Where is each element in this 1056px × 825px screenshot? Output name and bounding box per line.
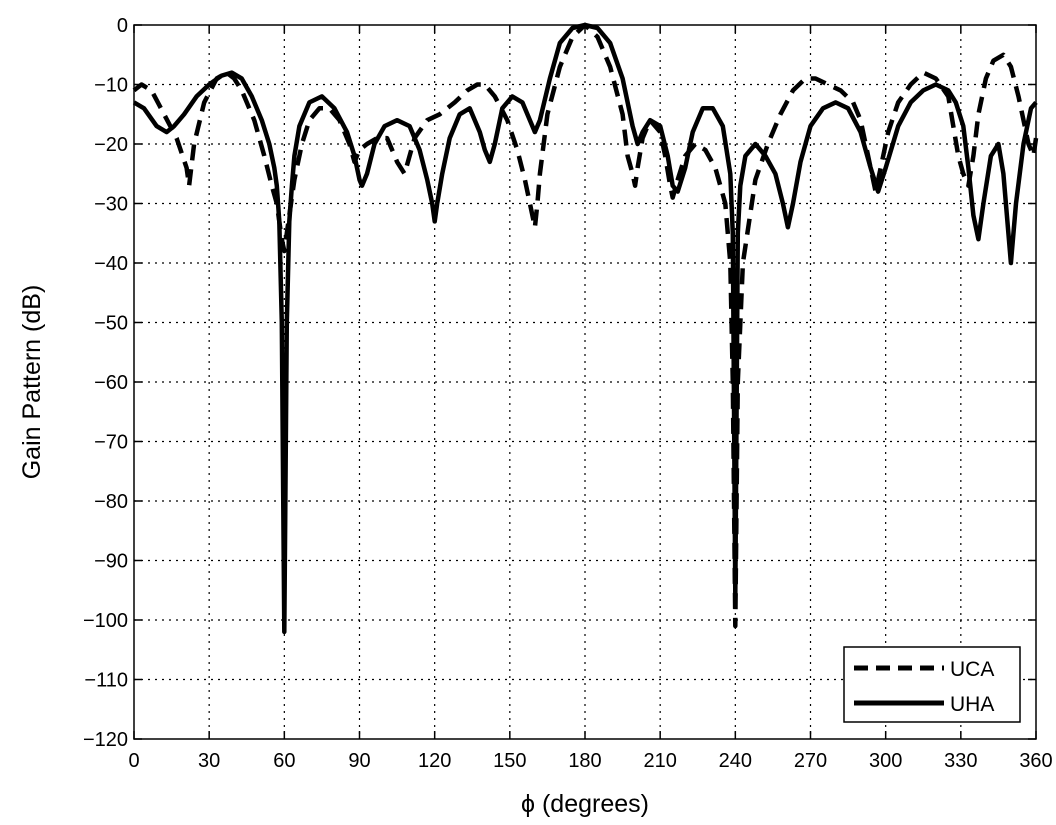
x-tick-label: 180 xyxy=(568,750,601,772)
legend: UCA UHA xyxy=(843,646,1021,723)
x-tick-label: 270 xyxy=(794,750,827,772)
x-tick-label: 300 xyxy=(869,750,902,772)
x-axis-label: ϕ (degrees) xyxy=(521,790,649,818)
tick-labels: 0 30 60 90 120 150 180 210 240 270 300 330 360 0 −10 −2… xyxy=(83,15,1053,772)
series-line-uca xyxy=(132,22,1039,629)
y-tick-label: −90 xyxy=(94,551,128,573)
series-line-uha xyxy=(132,22,1038,635)
series-layer xyxy=(132,22,1039,635)
y-tick-label: −120 xyxy=(83,729,128,751)
x-tick-label: 0 xyxy=(128,750,139,772)
y-tick-label: −80 xyxy=(94,491,128,513)
y-tick-label: −60 xyxy=(94,372,128,394)
x-tick-label: 150 xyxy=(493,750,526,772)
x-tick-label: 30 xyxy=(198,750,220,772)
y-tick-label: −40 xyxy=(94,253,128,275)
y-tick-label: −20 xyxy=(94,134,128,156)
x-tick-label: 240 xyxy=(719,750,752,772)
x-tick-label: 210 xyxy=(643,750,676,772)
legend-label-uha: UHA xyxy=(950,693,994,716)
x-tick-label: 90 xyxy=(348,750,370,772)
ticks xyxy=(133,24,1037,740)
x-tick-label: 120 xyxy=(418,750,451,772)
y-tick-label: 0 xyxy=(117,15,128,37)
y-tick-label: −70 xyxy=(94,432,128,454)
legend-label-uca: UCA xyxy=(950,658,994,681)
x-tick-label: 330 xyxy=(944,750,977,772)
y-tick-label: −10 xyxy=(94,75,128,97)
x-tick-label: 360 xyxy=(1019,750,1052,772)
y-tick-label: −100 xyxy=(83,610,128,632)
y-tick-label: −110 xyxy=(84,670,128,692)
legend-box xyxy=(843,646,1021,723)
x-tick-label: 60 xyxy=(273,750,295,772)
y-axis-label: Gain Pattern (dB) xyxy=(18,285,46,480)
y-tick-label: −30 xyxy=(94,194,128,216)
y-tick-label: −50 xyxy=(94,313,128,335)
